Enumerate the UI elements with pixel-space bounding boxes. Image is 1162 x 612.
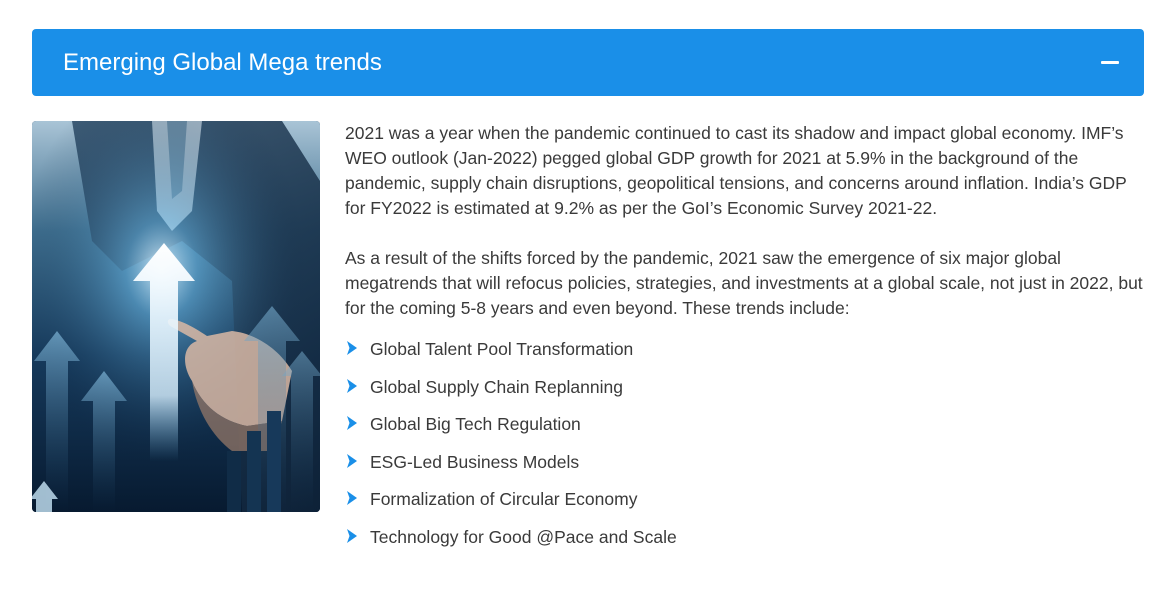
trend-item: Formalization of Circular Economy [345,487,1145,525]
trend-list: Global Talent Pool Transformation Global… [345,337,1145,562]
chevron-right-icon [347,378,357,393]
megatrends-paragraph: As a result of the shifts forced by the … [345,248,1143,318]
accordion-header[interactable]: Emerging Global Mega trends [32,29,1144,96]
trend-label: Global Big Tech Regulation [370,414,581,434]
rising-arrows-business-image [32,121,320,512]
trend-item: Global Supply Chain Replanning [345,375,1145,413]
trend-item: Technology for Good @Pace and Scale [345,525,1145,563]
intro-paragraph: 2021 was a year when the pandemic contin… [345,123,1127,218]
trend-item: Global Big Tech Regulation [345,412,1145,450]
trend-item: ESG-Led Business Models [345,450,1145,488]
chevron-right-icon [347,341,357,355]
trend-label: ESG-Led Business Models [370,451,580,472]
minus-icon-bar [1101,61,1119,64]
content-body: 2021 was a year when the pandemic contin… [345,121,1145,562]
accordion-title: Emerging Global Mega trends [63,49,382,76]
trend-item: Global Talent Pool Transformation [345,337,1145,375]
minus-icon[interactable] [1098,51,1122,75]
trend-label: Global Supply Chain Replanning [370,376,623,397]
trend-label: Technology for Good @Pace and Scale [370,526,677,547]
trend-label: Global Talent Pool Transformation [370,339,634,359]
chevron-right-icon [347,453,357,468]
chevron-right-icon [347,491,357,505]
chevron-right-icon [347,416,357,430]
chevron-right-icon [347,528,357,543]
trend-label: Formalization of Circular Economy [370,489,638,509]
